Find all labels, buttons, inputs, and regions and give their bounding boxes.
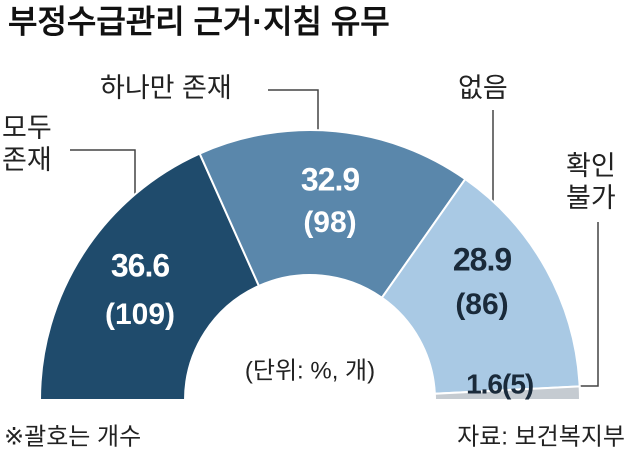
leader-line — [268, 89, 319, 142]
chart-title: 부정수급관리 근거·지침 유무 — [8, 3, 390, 39]
value-label: 36.6 — [111, 247, 169, 283]
category-label: 하나만 존재 — [100, 73, 232, 103]
count-label: (109) — [105, 298, 175, 331]
slice — [38, 152, 261, 401]
count-label: (86) — [455, 288, 508, 321]
value-label: 1.6 — [466, 368, 502, 399]
count-label: (5) — [502, 368, 533, 399]
value-label: 28.9 — [453, 241, 511, 277]
unit-note: (단위: %, 개) — [245, 357, 375, 384]
slice — [198, 129, 467, 300]
category-label: 확인 불가 — [566, 151, 616, 213]
slice — [380, 177, 581, 395]
slice — [433, 385, 582, 401]
count-label: (98) — [303, 206, 356, 239]
value-label: 32.9 — [301, 161, 359, 197]
category-label: 모두 존재 — [2, 113, 52, 175]
source: 자료: 보건복지부 — [457, 423, 625, 450]
category-label: 없음 — [458, 73, 508, 103]
footnote: ※괄호는 개수 — [4, 423, 141, 450]
